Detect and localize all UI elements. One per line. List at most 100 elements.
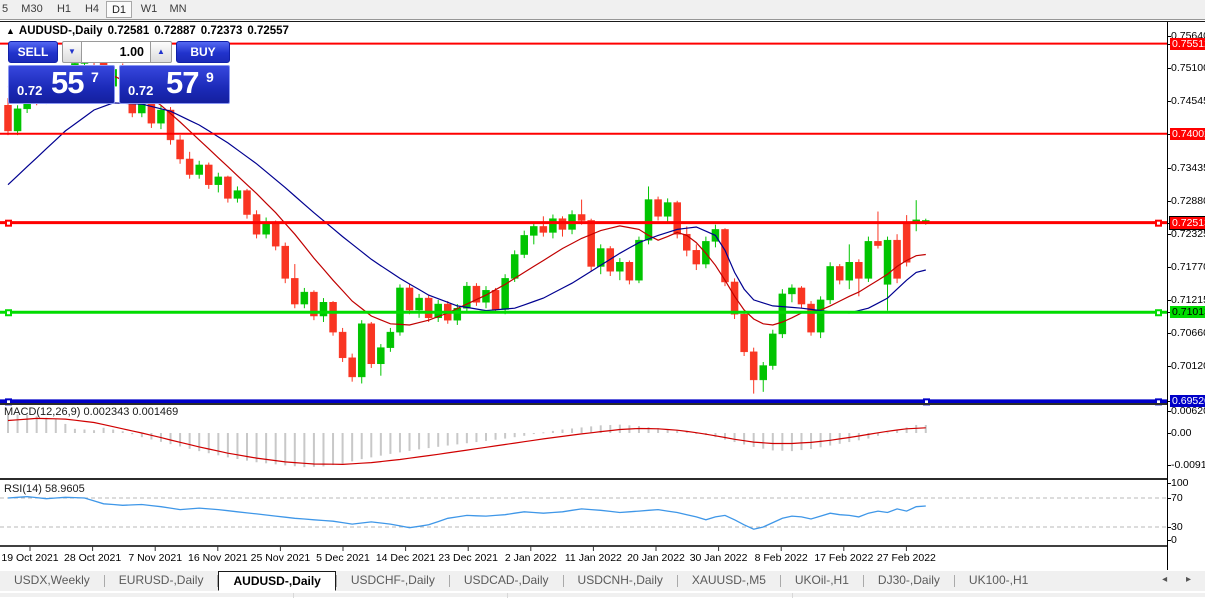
timeframe-button-mn[interactable]: MN (169, 3, 187, 15)
timeframe-button-5[interactable]: 5 (1, 3, 9, 15)
candle (157, 109, 165, 124)
candle (683, 233, 691, 251)
axis-price-label: 0.72325 (1171, 228, 1205, 240)
candle (855, 262, 863, 279)
candle (271, 222, 280, 247)
candle (902, 222, 911, 263)
candle (176, 139, 184, 160)
candle (329, 302, 337, 333)
candle (788, 287, 796, 295)
chart-tab-bar: USDX,Weekly EURUSD-,Daily AUDUSD-,Daily USD… (0, 571, 1205, 591)
candle (577, 214, 586, 221)
candle (845, 262, 854, 281)
chart-tab-xauusd-m5[interactable]: XAUUSD-,M5 (691, 573, 766, 587)
chart-tab-audusd-daily[interactable]: AUDUSD-,Daily (218, 571, 336, 591)
candle (816, 299, 825, 333)
sell-price-point: 7 (91, 69, 99, 85)
axis-level-label: 0.72513 (1169, 216, 1205, 230)
candle (310, 291, 318, 317)
chart-tab-eurusd-daily[interactable]: EURUSD-,Daily (118, 573, 204, 587)
candle (185, 158, 194, 175)
timeframe-button-h1[interactable]: H1 (56, 3, 72, 15)
volume-decrease-button[interactable]: ▼ (62, 41, 82, 63)
candle (463, 285, 471, 309)
date-axis-label: 5 Dec 2021 (316, 552, 370, 564)
axis-rsi-label: 70 (1171, 492, 1183, 504)
candle (530, 226, 538, 236)
chart-tab-ukoil-h1[interactable]: UKOil-,H1 (794, 573, 849, 587)
candle (759, 365, 767, 381)
candle (396, 287, 404, 333)
date-axis-label: 19 Oct 2021 (1, 552, 59, 564)
candle (673, 202, 681, 235)
candle (319, 302, 328, 317)
axis-price-label: 0.74545 (1171, 95, 1205, 107)
chart-tab-usdx-weekly[interactable]: USDX,Weekly (14, 573, 90, 587)
candle (491, 290, 500, 310)
price-axis: 0.756400.751000.745450.734350.728800.723… (1167, 22, 1205, 570)
candle (663, 202, 672, 217)
candle (377, 347, 385, 365)
candle (205, 164, 213, 185)
axis-price-label: 0.71215 (1171, 294, 1205, 306)
macd-indicator-label: MACD(12,26,9) 0.002343 0.001469 (4, 406, 179, 418)
buy-price-prefix: 0.72 (128, 83, 154, 98)
sell-price-pips: 55 (51, 65, 84, 100)
ohlc-open: 0.72581 (107, 25, 150, 37)
candle (807, 303, 815, 333)
candle (644, 199, 653, 241)
candle (721, 229, 729, 283)
candle (625, 262, 634, 281)
candle (291, 278, 299, 305)
candle (864, 241, 873, 279)
price-chart-canvas (0, 22, 1167, 570)
timeframe-toolbar: 5 M30 H1 H4 D1 W1 MN (0, 0, 1205, 20)
candle (635, 239, 643, 281)
date-axis-label: 28 Oct 2021 (63, 552, 122, 564)
candle (13, 108, 22, 132)
sell-price-display[interactable]: 0.72 55 7 (8, 65, 115, 104)
chart-tab-usdcad-daily[interactable]: USDCAD-,Daily (463, 573, 549, 587)
candle (224, 176, 232, 199)
candle (472, 285, 481, 303)
candle (252, 214, 261, 235)
date-axis-label: 16 Nov 2021 (188, 552, 248, 564)
candle (424, 297, 433, 319)
timeframe-button-h4[interactable]: H4 (84, 3, 100, 15)
buy-price-display[interactable]: 0.72 57 9 (119, 65, 230, 104)
candle (749, 351, 758, 381)
axis-level-label: 0.75512 (1170, 38, 1205, 50)
sell-button[interactable]: SELL (8, 41, 58, 63)
candle (4, 105, 12, 132)
collapse-trade-panel-icon[interactable]: ▲ (6, 26, 15, 36)
axis-rsi-label: 30 (1171, 521, 1183, 533)
chart-tab-uk100-h1[interactable]: UK100-,H1 (968, 573, 1029, 587)
tab-scroll-arrows[interactable]: ◂ ▸ (1162, 574, 1199, 585)
ohlc-close: 0.72557 (247, 25, 289, 37)
one-click-trade-panel: SELL ▼ ▲ BUY 0.72 55 7 0.72 57 9 (8, 41, 230, 104)
chart-tab-dj30-daily[interactable]: DJ30-,Daily (877, 573, 940, 587)
axis-level-label: 0.74002 (1170, 128, 1205, 140)
chart-window: 0.756400.751000.745450.734350.728800.723… (0, 21, 1205, 570)
volume-input[interactable] (82, 41, 150, 63)
buy-button[interactable]: BUY (176, 41, 230, 63)
candle (654, 199, 662, 217)
chart-tab-usdcnh-daily[interactable]: USDCNH-,Daily (577, 573, 663, 587)
timeframe-button-w1[interactable]: W1 (140, 3, 158, 15)
volume-increase-button[interactable]: ▲ (150, 41, 172, 63)
candle (243, 190, 251, 215)
candle (510, 254, 519, 279)
date-axis-label: 27 Feb 2022 (876, 552, 936, 564)
date-axis-label: 23 Dec 2021 (438, 552, 498, 564)
chart-tab-usdchf-daily[interactable]: USDCHF-,Daily (350, 573, 435, 587)
candle (835, 266, 844, 281)
chart-symbol-label: AUDUSD-,Daily (18, 25, 103, 37)
candle (797, 287, 806, 305)
candle (348, 357, 356, 378)
timeframe-button-m30[interactable]: M30 (21, 3, 43, 15)
timeframe-button-d1[interactable]: D1 (106, 1, 132, 18)
chart-title: ▲ AUDUSD-,Daily 0.72581 0.72887 0.72373 0.725… (6, 25, 289, 37)
